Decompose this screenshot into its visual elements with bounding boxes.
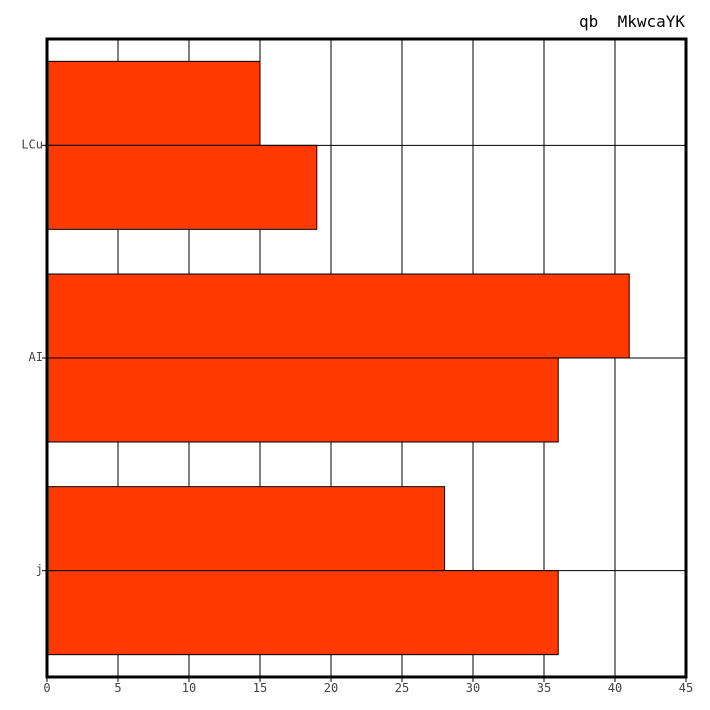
x-tick-label: 35 [537,681,551,695]
bar [46,570,559,656]
y-tick-label: AI [29,350,43,364]
x-tick-label: 20 [324,681,338,695]
x-tick-label: 10 [182,681,196,695]
bar [46,486,446,572]
bar [46,60,261,146]
y-tick-label: j [36,563,43,577]
x-tick-label: 30 [466,681,480,695]
bars [46,60,630,656]
bar [46,273,630,359]
chart-title: qb MkwcaYK [579,12,685,31]
y-tick-label: LCu [21,137,43,151]
x-tick-label: 0 [43,681,50,695]
bar [46,144,318,230]
plot-frame [45,37,688,679]
bar [46,357,559,443]
x-tick-label: 15 [253,681,267,695]
x-tick-label: 45 [679,681,693,695]
x-tick-label: 40 [608,681,622,695]
axes: 0 5 10 15 20 25 30 35 40 45 LCu AI j [21,137,693,695]
x-tick-label: 25 [395,681,409,695]
x-tick-label: 5 [114,681,121,695]
